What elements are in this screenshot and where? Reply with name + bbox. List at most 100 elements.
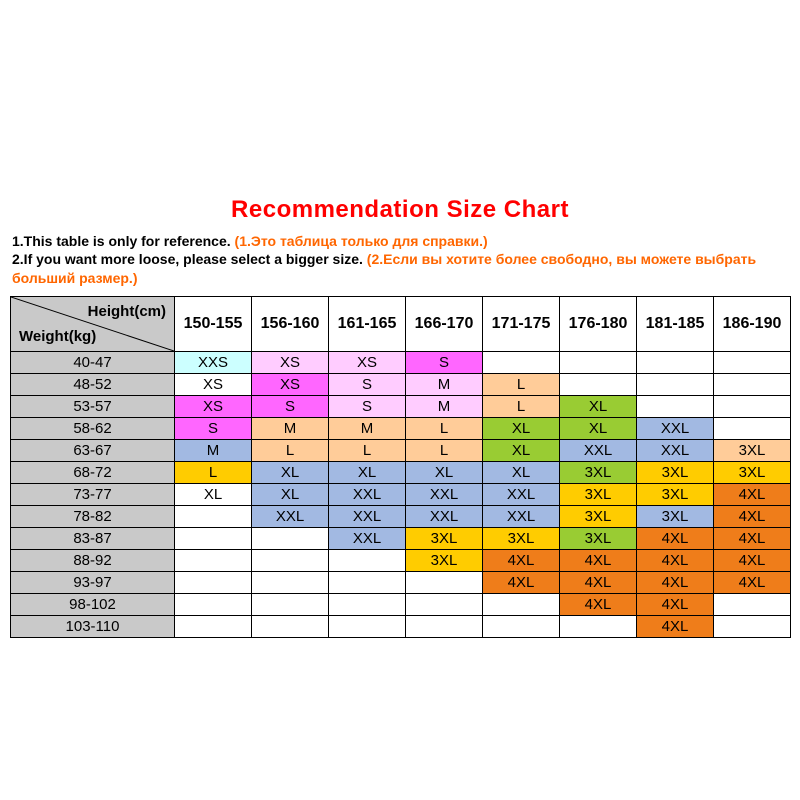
note-line-2: 2.If you want more loose, please select … — [12, 250, 788, 287]
height-column-header: 176-180 — [559, 296, 637, 353]
empty-cell — [713, 417, 791, 441]
note-1-russian: (1.Это таблица только для справки.) — [234, 233, 488, 249]
size-cell-xl: XL — [328, 461, 406, 485]
size-cell-xxl: XXL — [482, 505, 560, 529]
size-chart-page: Recommendation Size Chart 1.This table i… — [10, 196, 791, 639]
height-column-header: 181-185 — [636, 296, 714, 353]
size-cell-l: L — [328, 439, 406, 463]
size-cell-s: S — [251, 395, 329, 419]
height-column-header: 186-190 — [713, 296, 791, 353]
diagonal-divider-line — [11, 297, 174, 351]
size-cell-3xl: 3XL — [405, 549, 483, 573]
size-table-row: 78-82 XXL XXL XXL XXL 3XL 3XL 4XL — [10, 505, 791, 529]
weight-row-header: 48-52 — [10, 373, 175, 397]
empty-cell — [636, 395, 714, 419]
weight-row-header: 93-97 — [10, 571, 175, 595]
note-2-english: 2.If you want more loose, please select … — [12, 251, 367, 268]
size-cell-4xl: 4XL — [713, 505, 791, 529]
size-table-row: 98-102 4XL 4XL — [10, 593, 791, 617]
size-cell-s: S — [328, 373, 406, 397]
table-header-row: Height(cm) Weight(kg) 150-155 156-160 161-… — [10, 296, 791, 353]
size-cell-xxl: XXL — [251, 505, 329, 529]
empty-cell — [251, 571, 329, 595]
corner-weight-label: Weight(kg) — [19, 328, 97, 346]
height-column-header: 150-155 — [174, 296, 252, 353]
size-cell-xl: XL — [482, 417, 560, 441]
size-cell-xxl: XXL — [328, 505, 406, 529]
empty-cell — [328, 615, 406, 639]
size-cell-xl: XL — [482, 439, 560, 463]
size-cell-3xl: 3XL — [405, 527, 483, 551]
weight-row-header: 88-92 — [10, 549, 175, 573]
size-table: Height(cm) Weight(kg) 150-155 156-160 161-… — [10, 296, 791, 639]
reference-notes: 1.This table is only for reference. (1.Э… — [12, 232, 788, 287]
empty-cell — [405, 571, 483, 595]
empty-cell — [251, 593, 329, 617]
page-title: Recommendation Size Chart — [231, 196, 569, 223]
size-cell-l: L — [405, 439, 483, 463]
size-cell-xl: XL — [482, 461, 560, 485]
size-table-row: 68-72 L XL XL XL XL 3XL 3XL 3XL — [10, 461, 791, 485]
size-cell-l: L — [174, 461, 252, 485]
size-cell-4xl: 4XL — [636, 571, 714, 595]
size-cell-xl: XL — [559, 417, 637, 441]
size-cell-3xl: 3XL — [636, 461, 714, 485]
empty-cell — [174, 615, 252, 639]
size-cell-xl: XL — [174, 483, 252, 507]
height-column-header: 166-170 — [405, 296, 483, 353]
size-cell-4xl: 4XL — [713, 527, 791, 551]
size-cell-3xl: 3XL — [636, 483, 714, 507]
size-cell-3xl: 3XL — [713, 439, 791, 463]
size-cell-4xl: 4XL — [482, 571, 560, 595]
size-cell-xxl: XXL — [559, 439, 637, 463]
size-cell-3xl: 3XL — [636, 505, 714, 529]
note-2-russian: (2.Если вы хотите более свободно, вы мож… — [12, 251, 757, 286]
size-cell-m: M — [405, 395, 483, 419]
size-table-head: Height(cm) Weight(kg) 150-155 156-160 161-… — [10, 296, 791, 353]
size-cell-xxl: XXL — [636, 417, 714, 441]
size-table-row: 58-62 S M M L XL XL XXL — [10, 417, 791, 441]
size-table-row: 73-77 XL XL XXL XXL XXL 3XL 3XL 4XL — [10, 483, 791, 507]
size-cell-xxl: XXL — [482, 483, 560, 507]
size-cell-l: L — [405, 417, 483, 441]
weight-row-header: 78-82 — [10, 505, 175, 529]
empty-cell — [251, 615, 329, 639]
corner-cell: Height(cm) Weight(kg) — [10, 296, 175, 353]
size-cell-m: M — [251, 417, 329, 441]
size-cell-s: S — [174, 417, 252, 441]
size-cell-xxl: XXL — [636, 439, 714, 463]
empty-cell — [636, 373, 714, 397]
weight-row-header: 73-77 — [10, 483, 175, 507]
size-cell-xl: XL — [251, 461, 329, 485]
empty-cell — [328, 571, 406, 595]
height-column-header: 156-160 — [251, 296, 329, 353]
empty-cell — [328, 593, 406, 617]
weight-row-header: 83-87 — [10, 527, 175, 551]
size-cell-3xl: 3XL — [713, 461, 791, 485]
size-cell-4xl: 4XL — [636, 615, 714, 639]
size-cell-xs: XS — [174, 373, 252, 397]
note-line-1: 1.This table is only for reference. (1.Э… — [12, 232, 788, 250]
size-cell-m: M — [405, 373, 483, 397]
empty-cell — [174, 527, 252, 551]
empty-cell — [559, 373, 637, 397]
size-cell-l: L — [482, 373, 560, 397]
size-cell-xl: XL — [559, 395, 637, 419]
weight-row-header: 40-47 — [10, 351, 175, 375]
size-cell-xs: XS — [251, 373, 329, 397]
weight-row-header: 68-72 — [10, 461, 175, 485]
empty-cell — [559, 615, 637, 639]
empty-cell — [713, 373, 791, 397]
size-cell-xxl: XXL — [405, 505, 483, 529]
empty-cell — [482, 351, 560, 375]
size-cell-m: M — [174, 439, 252, 463]
empty-cell — [405, 615, 483, 639]
empty-cell — [251, 527, 329, 551]
height-column-header: 161-165 — [328, 296, 406, 353]
size-table-row: 40-47 XXS XS XS S — [10, 351, 791, 375]
weight-row-header: 103-110 — [10, 615, 175, 639]
size-cell-4xl: 4XL — [636, 527, 714, 551]
empty-cell — [251, 549, 329, 573]
size-cell-s: S — [328, 395, 406, 419]
weight-row-header: 58-62 — [10, 417, 175, 441]
